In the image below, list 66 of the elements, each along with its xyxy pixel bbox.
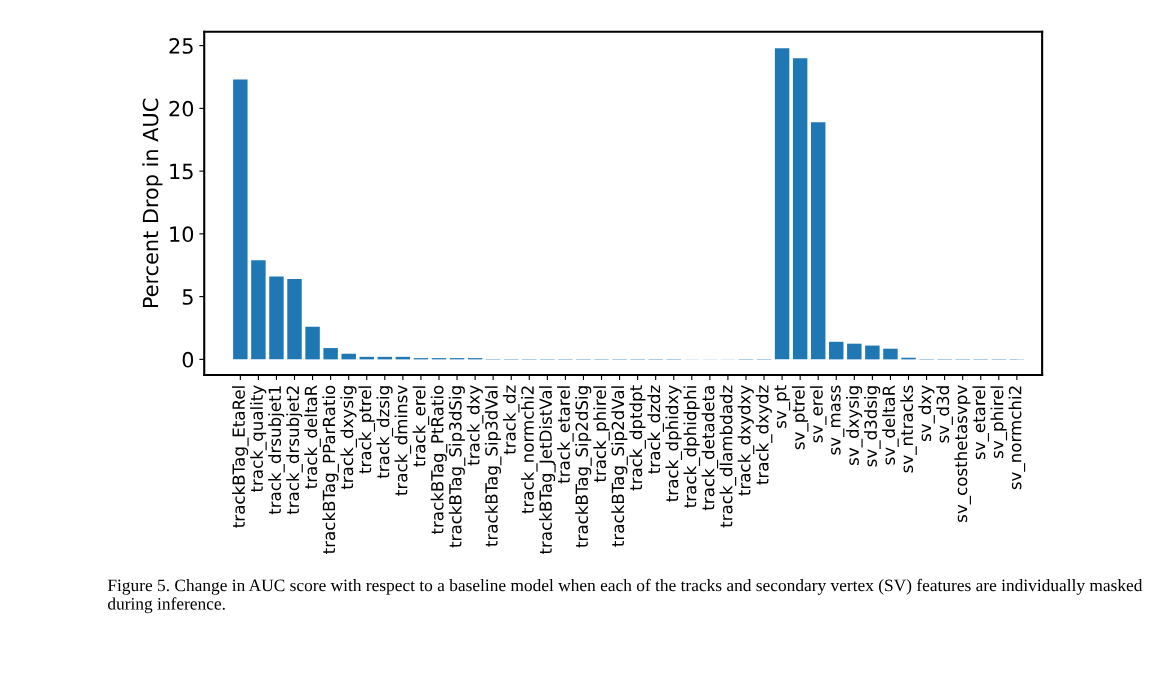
y-tick-label: 15 (170, 163, 193, 180)
x-tick-label: sv_deltaR (882, 385, 899, 465)
x-tick-label: trackBTag_EtaRel (232, 386, 249, 528)
bar (865, 345, 880, 360)
x-tick-label: track_erel (412, 386, 430, 467)
bar (269, 276, 284, 360)
x-tick-label: sv_ntracks (900, 385, 917, 473)
x-tick-label: track_deltaR (304, 385, 321, 489)
bar (829, 341, 844, 360)
bar (305, 326, 320, 360)
bar (287, 279, 302, 360)
bar (792, 58, 808, 360)
y-tick-label: 10 (170, 226, 194, 243)
y-axis-title: Percent Drop in AUC (142, 98, 163, 308)
x-tick-label: trackBTag_PParRatio (322, 385, 339, 554)
x-tick-label: sv_costhetasvpv (954, 385, 971, 522)
x-tick-label: track_drsubjet2 (286, 386, 303, 515)
x-tick-label: track_normchi2 (520, 386, 538, 514)
x-tick-label: sv_dxy (918, 385, 935, 442)
x-tick-label: sv_etarel (972, 386, 990, 460)
bar (323, 348, 338, 360)
x-tick-label: trackBTag_JetDistVal (539, 386, 556, 555)
bar (774, 48, 790, 360)
x-tick-label: track_dzsig (376, 386, 394, 479)
x-tick-label: track_ptrel (358, 386, 376, 474)
x-tick-label: trackBTag_Sip2dSig (575, 386, 592, 548)
x-tick-label: track_dphidxy (665, 385, 683, 502)
bar (847, 343, 862, 360)
bar (251, 260, 266, 360)
x-tick-label: track_phirel (593, 386, 610, 483)
x-tick-label: sv_ptrel (791, 386, 809, 450)
x-tick-label: sv_normchi2 (1008, 386, 1026, 490)
bar (810, 122, 826, 360)
x-tick-label: track_quality (250, 385, 267, 493)
x-tick-label: track_dxydz (755, 385, 773, 485)
bar (233, 79, 248, 360)
x-tick-label: sv_dxysig (846, 386, 863, 465)
x-tick-label: sv_pt (774, 385, 791, 428)
x-tick-label: track_dptdpt (629, 385, 646, 491)
x-tick-label: track_dxy (466, 385, 484, 466)
bar (883, 348, 898, 360)
y-tick-label: 20 (169, 100, 194, 117)
y-tick-label: 5 (182, 289, 193, 305)
x-tick-label: sv_phirel (990, 386, 1008, 458)
x-tick-label: track_dxysig (340, 386, 357, 490)
x-tick-label: track_etarel (557, 386, 574, 484)
x-tick-label: track_dminsv (394, 385, 412, 496)
x-tick-label: track_dphidphi (683, 386, 701, 508)
x-tick-label: trackBTag_Sip3dSig (448, 386, 466, 548)
x-tick-label: trackBTag_PtRatio (430, 385, 448, 535)
bar (341, 353, 356, 360)
x-tick-label: sv_d3dsig (864, 386, 881, 467)
caption: Figure 5. Change in AUC score with respect to a baseline model when each of the tracks and secondary vertex (SV) features are individually masked during inference. (107, 578, 1143, 614)
x-tick-label: track_detadeta (701, 386, 719, 511)
x-tick-label: track_dzdz (647, 385, 664, 474)
x-tick-label: track_dlambdadz (719, 385, 737, 528)
y-tick-label: 25 (169, 38, 193, 54)
x-tick-label: sv_d3d (936, 386, 953, 443)
x-tick-label: trackBTag_Sip3dVal (484, 386, 502, 547)
y-tick-label: 0 (182, 351, 194, 368)
x-tick-label: sv_mass (831, 385, 845, 455)
x-tick-label: sv_erel (809, 386, 827, 443)
x-tick-label: track_dz (502, 385, 520, 455)
x-tick-label: trackBTag_Sip2dVal (611, 386, 628, 547)
x-tick-label: track_dxydxy (737, 385, 755, 496)
x-tick-label: track_drsubjet1 (268, 386, 285, 515)
